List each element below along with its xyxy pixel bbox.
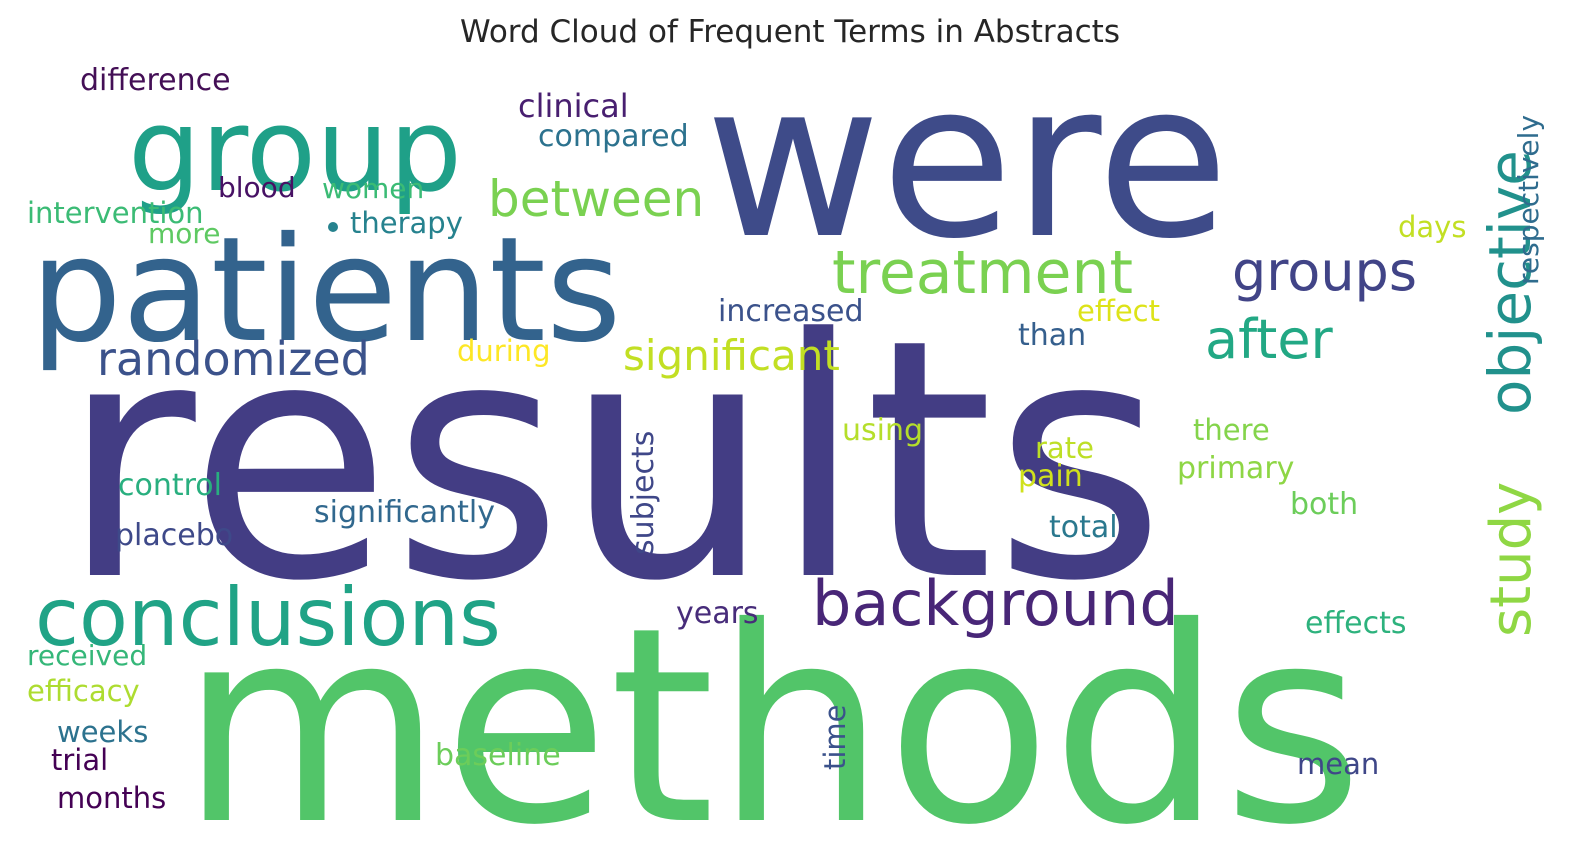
word-increased: increased bbox=[718, 294, 864, 329]
word-groups: groups bbox=[1232, 240, 1417, 303]
word-weeks: weeks bbox=[57, 715, 148, 749]
word-received: received bbox=[27, 639, 147, 672]
word-efficacy: efficacy bbox=[27, 674, 140, 708]
word-years: years bbox=[676, 596, 759, 631]
word-both: both bbox=[1290, 487, 1358, 522]
word-after: after bbox=[1205, 308, 1334, 371]
word-significantly: significantly bbox=[314, 495, 495, 530]
word-clinical: clinical bbox=[518, 87, 629, 125]
word-group: group bbox=[128, 84, 462, 218]
word-trial: trial bbox=[51, 743, 108, 777]
word-were: were bbox=[705, 35, 1229, 286]
word-between: between bbox=[488, 170, 704, 228]
word-compared: compared bbox=[538, 119, 689, 154]
word-effects: effects bbox=[1305, 606, 1406, 641]
word-during: during bbox=[457, 334, 551, 368]
decorative-dot bbox=[328, 222, 338, 232]
word-effect: effect bbox=[1077, 294, 1160, 328]
word-using: using bbox=[842, 413, 923, 448]
word-therapy: therapy bbox=[350, 206, 463, 240]
word-total: total bbox=[1049, 510, 1118, 545]
word-objective: objective bbox=[1476, 150, 1544, 415]
word-more: more bbox=[148, 217, 221, 250]
word-pain: pain bbox=[1018, 459, 1083, 494]
word-patients: patients bbox=[30, 206, 622, 375]
word-days: days bbox=[1398, 210, 1466, 244]
word-methods: methods bbox=[180, 569, 1363, 852]
word-treatment: treatment bbox=[832, 238, 1133, 308]
word-women: women bbox=[322, 172, 424, 205]
word-blood: blood bbox=[218, 171, 296, 204]
word-control: control bbox=[118, 468, 222, 503]
word-baseline: baseline bbox=[435, 738, 561, 773]
word-respectively: respectively bbox=[1512, 115, 1545, 285]
word-study: study bbox=[1479, 482, 1544, 637]
word-time: time bbox=[818, 704, 852, 770]
word-intervention: intervention bbox=[27, 196, 204, 230]
word-results: results bbox=[60, 269, 1166, 653]
chart-title: Word Cloud of Frequent Terms in Abstract… bbox=[460, 14, 1120, 50]
word-primary: primary bbox=[1177, 451, 1294, 486]
word-background: background bbox=[812, 567, 1179, 640]
word-significant: significant bbox=[623, 331, 840, 380]
word-randomized: randomized bbox=[97, 332, 370, 386]
word-there: there bbox=[1193, 413, 1270, 447]
word-subjects: subjects bbox=[626, 431, 661, 555]
word-than: than bbox=[1018, 318, 1086, 353]
word-placebo: placebo bbox=[115, 518, 233, 553]
word-difference: difference bbox=[80, 63, 231, 98]
word-mean: mean bbox=[1297, 747, 1379, 781]
word-months: months bbox=[57, 781, 166, 815]
word-rate: rate bbox=[1035, 431, 1094, 465]
word-conclusions: conclusions bbox=[35, 571, 501, 664]
